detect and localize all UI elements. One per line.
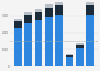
Bar <box>66 57 73 66</box>
Bar <box>24 12 32 15</box>
Bar <box>14 21 22 28</box>
Bar <box>14 28 22 66</box>
Bar <box>35 20 42 66</box>
Bar <box>55 15 63 66</box>
Bar <box>86 5 94 15</box>
Bar <box>24 15 32 23</box>
Bar <box>45 8 53 17</box>
Bar <box>76 48 84 66</box>
Bar <box>35 9 42 12</box>
Bar <box>45 17 53 66</box>
Bar <box>86 2 94 5</box>
Bar <box>55 1 63 5</box>
Bar <box>66 54 73 55</box>
Bar <box>86 15 94 66</box>
Bar <box>14 19 22 21</box>
Bar <box>55 5 63 15</box>
Bar <box>66 55 73 57</box>
Bar <box>45 4 53 8</box>
Bar <box>24 23 32 66</box>
Bar <box>35 12 42 20</box>
Bar <box>76 45 84 48</box>
Bar <box>76 43 84 45</box>
